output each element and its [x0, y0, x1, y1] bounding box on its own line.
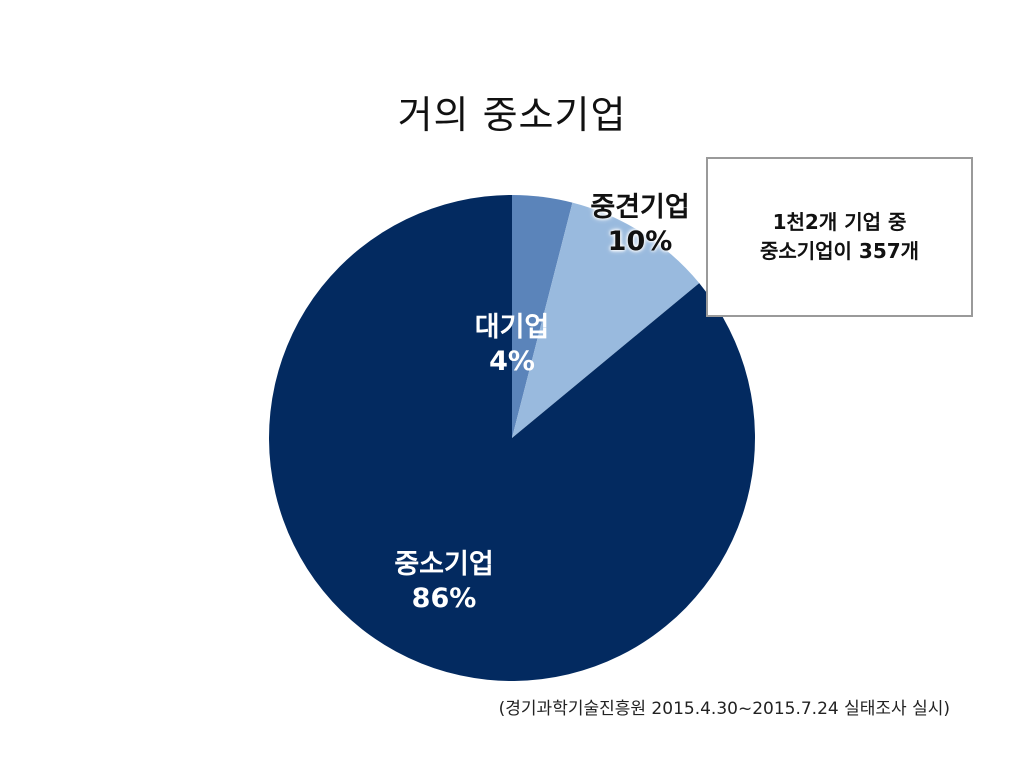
- page-title: 거의 중소기업: [397, 93, 627, 137]
- note-line-1: 1천2개 기업 중: [772, 210, 907, 234]
- source-note: (경기과학기술진흥원 2015.4.30~2015.7.24 실태조사 실시): [498, 699, 950, 719]
- slice-value: 86%: [411, 582, 477, 614]
- slice-value: 10%: [607, 225, 673, 257]
- slice-name: 중소기업: [394, 549, 494, 580]
- slice-name: 중견기업: [590, 192, 690, 223]
- slice-name: 대기업: [474, 312, 550, 343]
- slice-label-large-enterprise: 대기업 4%: [452, 311, 572, 379]
- pie-slice-large-enterprise: [512, 195, 573, 438]
- pie-slices: [269, 195, 755, 682]
- slice-value: 4%: [489, 345, 535, 377]
- pie-slice-small-enterprise: [269, 195, 755, 682]
- note-line-2: 중소기업이 357개: [759, 239, 920, 263]
- note-box: 1천2개 기업 중 중소기업이 357개: [706, 157, 973, 317]
- slice-label-midsize-enterprise: 중견기업 10%: [570, 191, 710, 259]
- slice-label-small-enterprise: 중소기업 86%: [374, 548, 514, 616]
- pie-slice-midsize-enterprise: [512, 202, 700, 438]
